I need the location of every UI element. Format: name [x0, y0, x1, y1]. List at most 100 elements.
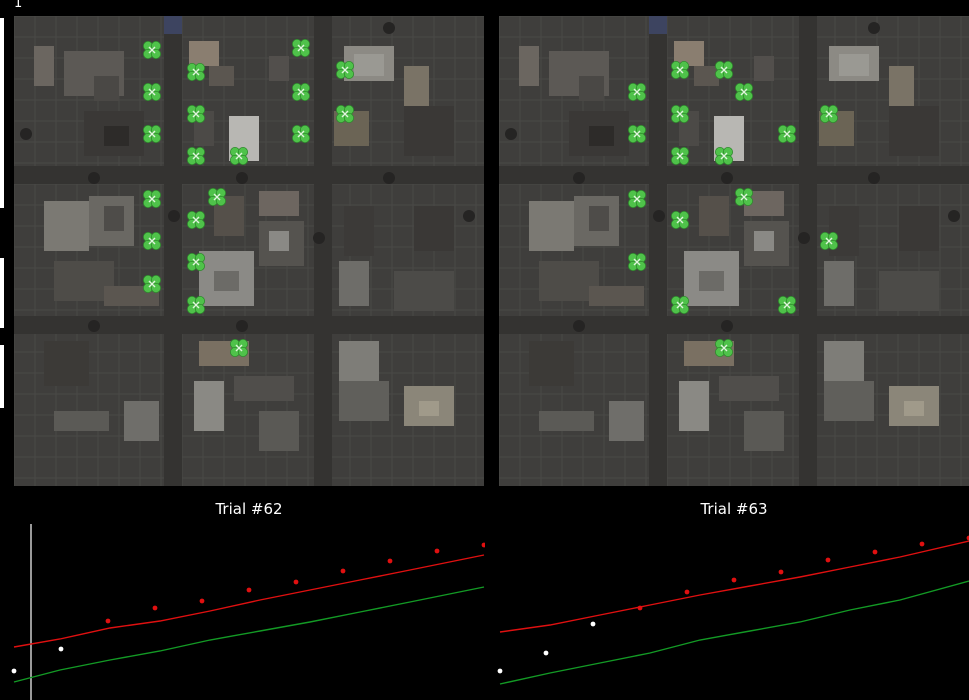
- road: [14, 166, 484, 184]
- red-point: [200, 599, 205, 604]
- drone-icon: [628, 190, 645, 207]
- trial-title-right: Trial #63: [499, 500, 969, 518]
- building: [824, 381, 874, 421]
- drone-icon: [208, 188, 225, 205]
- street-pole: [653, 210, 665, 222]
- building: [889, 106, 939, 156]
- road: [799, 16, 817, 486]
- drone-icon: [187, 253, 204, 270]
- map-panel-right: [499, 16, 969, 486]
- building: [539, 411, 594, 431]
- drone-icon: [735, 188, 752, 205]
- drone-icon: [671, 296, 688, 313]
- drone-icon: [820, 105, 837, 122]
- street-pole: [313, 232, 325, 244]
- drone-icon: [292, 39, 309, 56]
- white-point: [59, 647, 64, 652]
- drone-icon: [715, 147, 732, 164]
- drone-icon: [143, 83, 160, 100]
- red-point: [388, 559, 393, 564]
- red-point: [732, 578, 737, 583]
- building: [719, 376, 779, 401]
- drone-icon: [143, 275, 160, 292]
- street-pole: [236, 172, 248, 184]
- building: [589, 206, 609, 231]
- building: [344, 206, 374, 256]
- building: [104, 126, 129, 146]
- building: [679, 381, 709, 431]
- drone-icon: [187, 296, 204, 313]
- red-trend-line: [500, 541, 969, 632]
- drone-icon: [230, 147, 247, 164]
- red-point: [247, 588, 252, 593]
- building: [754, 231, 774, 251]
- city-map-left: [14, 16, 484, 486]
- building: [339, 261, 369, 306]
- map-panel-left: [14, 16, 484, 486]
- drone-icon: [187, 63, 204, 80]
- building: [194, 381, 224, 431]
- building: [259, 191, 299, 216]
- street-pole: [798, 232, 810, 244]
- building: [754, 56, 774, 81]
- left-edge-marker: [0, 18, 4, 208]
- building: [54, 411, 109, 431]
- trial-counter: 1: [14, 0, 22, 11]
- drone-icon: [187, 211, 204, 228]
- street-pole: [383, 172, 395, 184]
- building: [339, 381, 389, 421]
- red-point: [920, 542, 925, 547]
- drone-icon: [230, 339, 247, 356]
- drone-icon: [778, 125, 795, 142]
- road: [14, 316, 484, 334]
- building: [44, 341, 89, 386]
- building: [699, 196, 729, 236]
- building: [824, 341, 864, 381]
- white-point: [498, 669, 503, 674]
- drone-icon: [715, 61, 732, 78]
- road: [314, 16, 332, 486]
- street-pole: [463, 210, 475, 222]
- street-pole: [168, 210, 180, 222]
- building: [889, 66, 914, 111]
- building: [519, 46, 539, 86]
- building: [529, 341, 574, 386]
- road: [499, 166, 969, 184]
- building: [44, 201, 89, 251]
- drone-icon: [778, 296, 795, 313]
- red-point: [106, 619, 111, 624]
- trial-title-left: Trial #62: [14, 500, 484, 518]
- road: [164, 16, 182, 486]
- building: [404, 66, 429, 111]
- red-point: [638, 606, 643, 611]
- building: [744, 411, 784, 451]
- white-point: [591, 622, 596, 627]
- street-pole: [573, 320, 585, 332]
- building: [694, 66, 719, 86]
- white-point: [544, 651, 549, 656]
- drone-icon: [143, 41, 160, 58]
- drone-icon: [735, 83, 752, 100]
- building: [259, 411, 299, 451]
- building: [209, 66, 234, 86]
- building: [124, 401, 159, 441]
- red-point: [435, 549, 440, 554]
- road: [649, 16, 667, 486]
- drone-icon: [143, 190, 160, 207]
- street-pole: [868, 22, 880, 34]
- building: [94, 76, 119, 101]
- building: [699, 271, 724, 291]
- building: [839, 54, 869, 76]
- street-pole: [948, 210, 960, 222]
- building: [339, 341, 379, 381]
- red-point: [779, 570, 784, 575]
- drone-icon: [143, 232, 160, 249]
- drone-icon: [143, 125, 160, 142]
- street-pole: [505, 128, 517, 140]
- street-pole: [721, 320, 733, 332]
- street-pole: [721, 172, 733, 184]
- drone-icon: [187, 105, 204, 122]
- building: [214, 271, 239, 291]
- drone-icon: [187, 147, 204, 164]
- red-point: [826, 558, 831, 563]
